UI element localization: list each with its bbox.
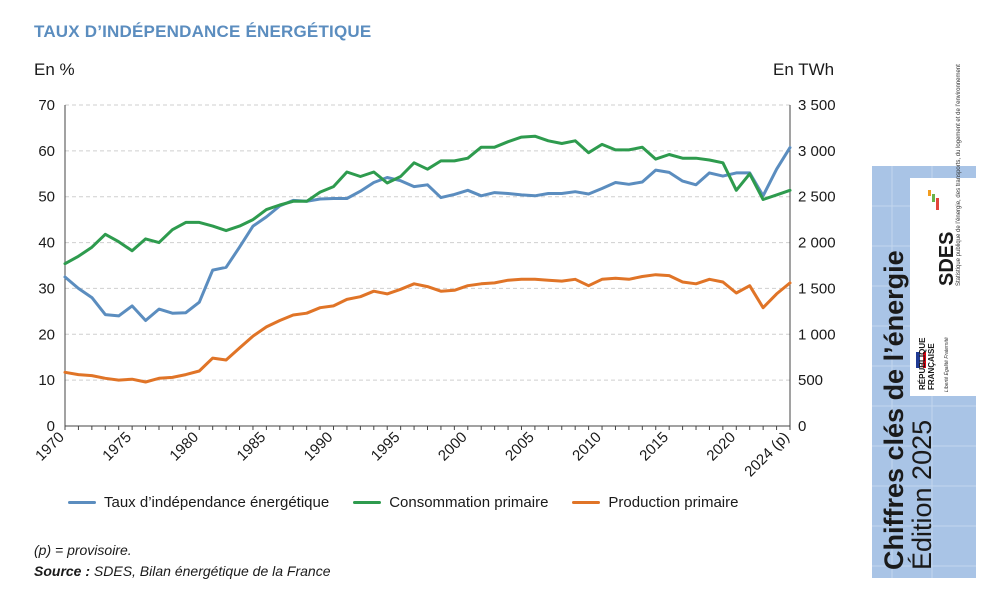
x-tick-label: 1980 bbox=[166, 429, 202, 465]
sdes-subtitle: Statistique publique de l’énergie, des t… bbox=[956, 64, 962, 286]
sdes-logo-bars-icon bbox=[928, 190, 939, 210]
republique-line-2: FRANÇAISE bbox=[927, 343, 936, 390]
y-left-tick-label: 70 bbox=[38, 97, 55, 114]
x-tick-label: 2000 bbox=[435, 429, 471, 465]
x-tick-label: 2010 bbox=[569, 429, 605, 465]
y-left-tick-label: 60 bbox=[38, 143, 55, 160]
y-left-tick-label: 50 bbox=[38, 189, 55, 206]
left-axis-unit: En % bbox=[34, 60, 75, 79]
legend-swatch-taux bbox=[68, 501, 96, 504]
republique-line-1: RÉPUBLIQUE bbox=[918, 337, 927, 390]
legend-label-taux: Taux d’indépendance énergétique bbox=[104, 494, 330, 511]
republique-francaise-label: RÉPUBLIQUE FRANÇAISE bbox=[918, 338, 936, 390]
y-right-tick-label: 2 000 bbox=[798, 235, 836, 252]
legend-item-production: Production primaire bbox=[572, 494, 738, 511]
legend-item-consommation: Consommation primaire bbox=[353, 494, 548, 511]
legend-item-taux: Taux d’indépendance énergétique bbox=[68, 494, 329, 511]
y-right-tick-label: 3 500 bbox=[798, 97, 836, 114]
publication-title: Chiffres clés de l’énergie bbox=[879, 250, 909, 570]
source-text: SDES, Bilan énergétique de la France bbox=[90, 563, 331, 579]
provisional-note: (p) = provisoire. bbox=[34, 542, 132, 558]
legend-label-production: Production primaire bbox=[608, 494, 739, 511]
series-line-consommation bbox=[63, 134, 792, 266]
x-tick-label: 2015 bbox=[636, 429, 672, 465]
right-axis-unit: En TWh bbox=[773, 60, 835, 79]
publication-edition: Édition 2025 bbox=[907, 419, 937, 570]
x-tick-label: 2024 (p) bbox=[741, 429, 793, 481]
x-tick-label: 1975 bbox=[99, 429, 135, 465]
chart-legend: Taux d’indépendance énergétique Consomma… bbox=[68, 494, 738, 511]
legend-label-consommation: Consommation primaire bbox=[389, 494, 549, 511]
y-right-tick-label: 500 bbox=[798, 372, 823, 389]
axis-layer bbox=[64, 105, 791, 430]
source-line: Source : SDES, Bilan énergétique de la F… bbox=[34, 563, 331, 579]
x-tick-label: 1970 bbox=[32, 429, 68, 465]
y-right-tick-label: 1 500 bbox=[798, 280, 836, 297]
y-right-tick-label: 0 bbox=[798, 418, 806, 435]
series-layer bbox=[63, 134, 792, 384]
y-left-tick-label: 40 bbox=[38, 235, 55, 252]
republic-motto: Liberté Égalité Fraternité bbox=[944, 337, 950, 392]
x-tick-label: 2020 bbox=[704, 429, 740, 465]
y-left-tick-label: 20 bbox=[38, 326, 55, 343]
y-left-tick-label: 30 bbox=[38, 280, 55, 297]
y-right-tick-label: 3 000 bbox=[798, 143, 836, 160]
x-tick-label: 1990 bbox=[301, 429, 337, 465]
y-left-tick-label: 10 bbox=[38, 372, 55, 389]
y-right-tick-label: 1 000 bbox=[798, 326, 836, 343]
x-tick-label: 2005 bbox=[502, 429, 538, 465]
grid-layer bbox=[65, 104, 790, 381]
x-tick-label: 1995 bbox=[368, 429, 404, 465]
y-left-tick-label: 0 bbox=[47, 418, 55, 435]
series-line-taux bbox=[63, 146, 792, 322]
source-label: Source : bbox=[34, 563, 91, 579]
y-right-tick-label: 2 500 bbox=[798, 189, 836, 206]
x-tick-label: 1985 bbox=[234, 429, 270, 465]
chart-title: TAUX D’INDÉPENDANCE ÉNERGÉTIQUE bbox=[34, 22, 372, 41]
series-line-production bbox=[63, 273, 792, 384]
legend-swatch-production bbox=[572, 501, 601, 504]
marianne-flag-icon bbox=[916, 352, 926, 368]
legend-swatch-consommation bbox=[353, 501, 382, 504]
